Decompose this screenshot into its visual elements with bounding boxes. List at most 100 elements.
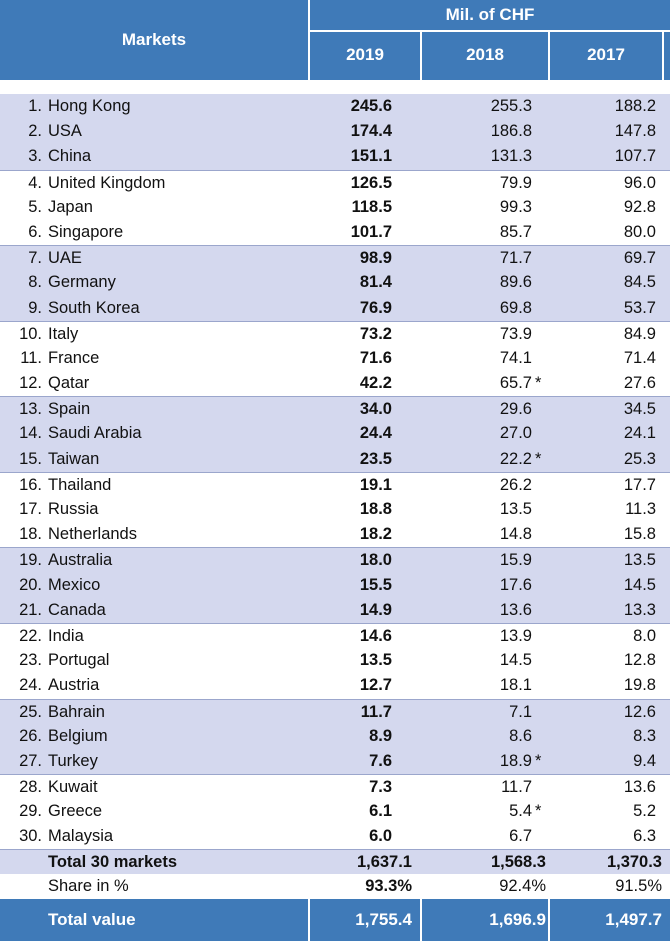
value-2018: 27.0	[499, 424, 532, 443]
value-2018: 73.9	[499, 324, 532, 343]
market-rank: 2.	[28, 122, 42, 141]
total-value-row: Total value 1,755.4 1,696.9 1,497.7	[0, 899, 670, 941]
value-2018: 13.5	[499, 500, 532, 518]
value-2019: 12.7	[359, 676, 392, 695]
table-row: 1. Hong Kong 245.6 255.3 188.2	[0, 94, 670, 120]
market-rank: 4.	[28, 173, 42, 192]
table-row: 14. Saudi Arabia 24.4 27.0 24.1	[0, 421, 670, 447]
market-name: United Kingdom	[48, 173, 166, 192]
value-2017: 80.0	[623, 222, 656, 241]
value-2017: 8.0	[633, 626, 656, 645]
market-name: Singapore	[48, 222, 124, 241]
total-value-2018: 1,696.9	[489, 910, 546, 929]
value-2019: 14.6	[359, 626, 392, 645]
value-2019: 8.9	[369, 726, 392, 745]
market-rank: 21.	[19, 600, 42, 619]
table-row: 7. UAE 98.9 71.7 69.7	[0, 245, 670, 271]
value-2019: 7.6	[369, 751, 392, 770]
value-2019: 151.1	[350, 147, 392, 166]
value-2017: 5.2	[633, 802, 656, 821]
value-2017: 9.4	[633, 751, 656, 770]
total-30-row: Total 30 markets 1,637.1 1,568.3 1,370.3	[0, 849, 670, 876]
market-rank: 30.	[19, 827, 42, 846]
market-name: Austria	[48, 676, 100, 695]
market-name: France	[48, 348, 100, 367]
total-30-2019: 1,637.1	[356, 853, 412, 871]
value-2017: 15.8	[623, 525, 656, 544]
value-2018: 65.7	[499, 374, 532, 393]
table-row: 4. United Kingdom 126.5 79.9 96.0	[0, 169, 670, 195]
table-header: Markets Mil. of CHF 2019 2018 2017	[0, 0, 670, 80]
value-2017: 92.8	[623, 197, 656, 216]
value-2018: 85.7	[499, 222, 532, 241]
value-2019: 13.5	[359, 651, 392, 670]
table-row: 20. Mexico 15.5 17.6 14.5	[0, 572, 670, 598]
total-value-2019: 1,755.4	[355, 910, 412, 929]
value-2017: 27.6	[623, 374, 656, 393]
year-header-2018: 2018	[466, 45, 504, 64]
market-rank: 14.	[19, 424, 42, 443]
market-rank: 1.	[28, 97, 42, 115]
market-rank: 20.	[19, 575, 42, 594]
value-2018: 79.9	[499, 173, 532, 192]
market-rows: 1. Hong Kong 245.6 255.3 188.2 2. USA 174.4 186.…	[0, 94, 670, 850]
value-2019: 174.4	[350, 122, 392, 141]
value-2018: 22.2	[499, 449, 532, 468]
table-row: 12. Qatar 42.2 65.7 * 27.6	[0, 371, 670, 396]
table-row: 19. Australia 18.0 15.9 13.5	[0, 547, 670, 573]
market-name: Taiwan	[48, 449, 100, 468]
year-header-2017: 2017	[587, 45, 625, 64]
value-2018: 5.4	[509, 802, 532, 821]
market-rank: 24.	[19, 676, 42, 695]
markets-header: Markets	[121, 30, 187, 49]
market-rank: 27.	[19, 751, 42, 770]
value-2017: 71.4	[623, 348, 656, 367]
market-rank: 5.	[28, 197, 42, 216]
value-2019: 19.1	[359, 475, 392, 494]
market-name: Belgium	[48, 726, 108, 745]
market-name: Hong Kong	[48, 97, 131, 115]
value-2017: 12.8	[623, 651, 656, 670]
footer-divider	[548, 899, 550, 941]
header-divider	[310, 30, 670, 32]
total-value-2017: 1,497.7	[605, 910, 662, 929]
table-row: 27. Turkey 7.6 18.9 * 9.4	[0, 748, 670, 775]
value-2019: 73.2	[359, 324, 392, 343]
value-2018: 17.6	[499, 575, 532, 594]
market-name: Portugal	[48, 651, 110, 670]
table-row: 6. Singapore 101.7 85.7 80.0	[0, 220, 670, 245]
market-name: Saudi Arabia	[48, 424, 142, 443]
value-2018: 7.1	[509, 702, 532, 721]
value-2018: 14.8	[499, 525, 532, 544]
market-rank: 16.	[19, 475, 42, 494]
value-2019: 71.6	[359, 348, 392, 367]
value-2017: 25.3	[623, 449, 656, 468]
table-row: 8. Germany 81.4 89.6 84.5	[0, 270, 670, 296]
value-2019: 18.0	[359, 551, 392, 570]
value-2017: 107.7	[614, 147, 656, 166]
value-2018: 14.5	[499, 651, 532, 670]
table-row: 16. Thailand 19.1 26.2 17.7	[0, 471, 670, 497]
header-divider	[662, 32, 664, 80]
market-rank: 23.	[19, 651, 42, 670]
value-2018: 255.3	[490, 97, 532, 115]
market-name: Netherlands	[48, 525, 137, 544]
value-2019: 18.2	[359, 525, 392, 544]
value-2018: 18.1	[499, 676, 532, 695]
header-divider	[308, 0, 310, 80]
value-2018: 18.9	[499, 751, 532, 770]
total-30-2018: 1,568.3	[490, 853, 546, 871]
market-name: Malaysia	[48, 827, 114, 846]
value-2018: 186.8	[490, 122, 532, 141]
value-2019: 245.6	[350, 97, 392, 115]
market-name: Australia	[48, 551, 113, 570]
table-row: 3. China 151.1 131.3 107.7	[0, 144, 670, 170]
value-2018: 29.6	[499, 400, 532, 419]
value-2019: 15.5	[359, 575, 392, 594]
value-2017: 6.3	[633, 827, 656, 846]
market-rank: 22.	[19, 626, 42, 645]
value-2017: 17.7	[623, 475, 656, 494]
value-2017: 13.6	[623, 778, 656, 797]
footer-divider	[308, 899, 310, 941]
footer-divider	[420, 899, 422, 941]
